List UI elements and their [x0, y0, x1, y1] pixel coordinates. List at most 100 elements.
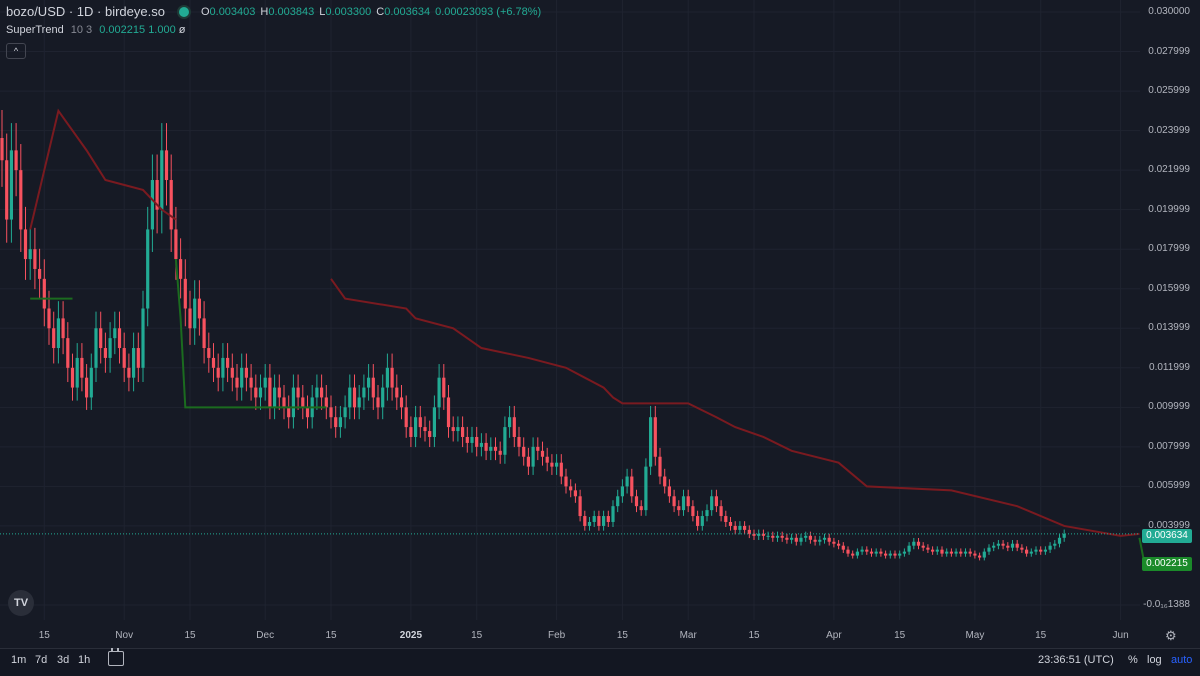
candle-body — [155, 180, 159, 210]
time-axis-label: 15 — [38, 630, 50, 641]
candle-body — [305, 407, 310, 418]
time-axis-label: Mar — [679, 630, 697, 641]
candle-body — [362, 387, 366, 398]
candle-body — [658, 456, 662, 477]
candle-body — [555, 462, 559, 467]
candle-body — [61, 318, 65, 339]
candle-body — [569, 486, 573, 491]
candle-body — [442, 377, 446, 398]
candle-body — [639, 506, 643, 511]
high-value: 0.003843 — [268, 5, 315, 18]
symbol-title[interactable]: bozo/USD · 1D · birdeye.so — [6, 4, 165, 19]
range-1h-button[interactable]: 1h — [78, 654, 91, 666]
candle-body — [451, 427, 455, 432]
price-axis-label: 0.027999 — [1148, 45, 1190, 57]
tradingview-logo[interactable]: TV — [8, 590, 34, 616]
candle-body — [164, 150, 169, 181]
candle-body — [475, 436, 479, 447]
time-axis-label: Dec — [256, 630, 275, 641]
price-axis-label: 0.023999 — [1148, 124, 1190, 136]
candle-body — [85, 377, 89, 398]
price-axis-label: 0.003999 — [1148, 519, 1190, 531]
candle-body — [150, 180, 154, 230]
candle-body — [66, 338, 70, 368]
last-price-tag: 0.003634 — [1142, 529, 1192, 543]
candle-body — [522, 446, 526, 457]
close-value: 0.003634 — [384, 5, 431, 18]
log-scale-button[interactable]: log — [1147, 654, 1162, 666]
candle-body — [785, 537, 789, 540]
candle-body — [1039, 549, 1043, 552]
candle-body — [808, 535, 812, 540]
candle-body — [89, 367, 93, 398]
candle-body — [874, 551, 878, 554]
candle-body — [320, 387, 324, 398]
candle-body — [0, 138, 4, 161]
candle-body — [437, 377, 441, 408]
candle-body — [315, 387, 319, 398]
price-axis-label: -0.0₁₆1388 — [1143, 599, 1190, 610]
candle-body — [456, 427, 460, 432]
utc-clock[interactable]: 23:36:51 (UTC) — [1038, 654, 1114, 666]
candle-body — [667, 486, 671, 497]
time-axis-label: 15 — [471, 630, 483, 641]
candle-body — [775, 535, 780, 538]
candle-body — [146, 229, 150, 309]
candle-body — [28, 249, 32, 260]
candle-body — [1029, 551, 1033, 554]
candle-body — [907, 545, 911, 552]
candle-body — [771, 535, 775, 538]
candle-body — [136, 348, 140, 368]
collapse-legend-button[interactable]: ^ — [6, 43, 26, 59]
candle-body — [461, 427, 465, 437]
candle-body — [1025, 549, 1029, 554]
auto-scale-button[interactable]: auto — [1171, 654, 1193, 666]
candle-body — [855, 551, 859, 556]
time-axis-label: Feb — [547, 630, 566, 641]
change-value: 0.00023093 (+6.78%) — [435, 5, 542, 18]
candle-body — [888, 553, 892, 556]
time-axis-label: 15 — [1035, 630, 1047, 641]
candle-body — [122, 348, 126, 368]
candle-body — [334, 417, 338, 428]
candle-body — [1006, 545, 1010, 548]
range-7d-button[interactable]: 7d — [35, 654, 48, 666]
candle-body — [352, 387, 357, 408]
candle-body — [978, 555, 982, 558]
candle-body — [5, 160, 9, 220]
percent-scale-button[interactable]: % — [1128, 654, 1138, 666]
candle-body — [226, 357, 230, 368]
candle-body — [103, 348, 107, 358]
range-3d-button[interactable]: 3d — [57, 654, 70, 666]
candle-body — [766, 535, 770, 537]
candle-body — [174, 229, 178, 260]
price-axis-label: 0.021999 — [1148, 164, 1190, 176]
candle-body — [780, 535, 784, 538]
candle-body — [23, 229, 28, 260]
range-1m-button[interactable]: 1m — [11, 654, 27, 666]
price-chart[interactable] — [0, 0, 1200, 648]
candle-body — [343, 407, 347, 418]
indicator-legend[interactable]: SuperTrend 10 3 0.002215 1.000 ø — [6, 24, 186, 36]
calendar-icon[interactable] — [108, 648, 124, 666]
candle-body — [470, 436, 474, 443]
candle-body — [371, 377, 375, 398]
candle-body — [207, 348, 211, 358]
candle-body — [503, 427, 507, 455]
price-axis-label: 0.019999 — [1148, 203, 1190, 215]
candle-body — [42, 278, 46, 309]
candle-body — [804, 535, 808, 538]
candle-body — [489, 446, 493, 451]
candle-body — [945, 551, 949, 554]
candle-body — [837, 543, 841, 546]
price-axis-label: 0.011999 — [1149, 361, 1190, 373]
candle-body — [465, 436, 469, 443]
candle-body — [197, 298, 201, 319]
candle-body — [1034, 549, 1038, 552]
candle-body — [526, 456, 530, 467]
settings-gear-icon[interactable]: ⚙ — [1165, 628, 1177, 643]
candle-body — [822, 537, 827, 540]
candle-body — [498, 450, 502, 455]
candle-body — [531, 446, 535, 467]
candle-body — [841, 545, 845, 550]
